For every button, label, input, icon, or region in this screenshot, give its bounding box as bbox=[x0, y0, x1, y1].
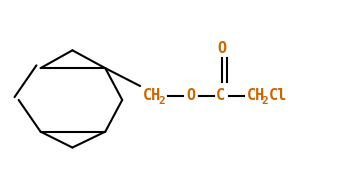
Text: O: O bbox=[218, 41, 227, 56]
Text: CH: CH bbox=[143, 88, 161, 103]
Text: 2: 2 bbox=[158, 96, 165, 106]
Text: C: C bbox=[216, 88, 225, 103]
Text: O: O bbox=[186, 88, 195, 103]
Text: Cl: Cl bbox=[269, 88, 287, 103]
Text: CH: CH bbox=[247, 88, 265, 103]
Text: 2: 2 bbox=[262, 96, 268, 106]
